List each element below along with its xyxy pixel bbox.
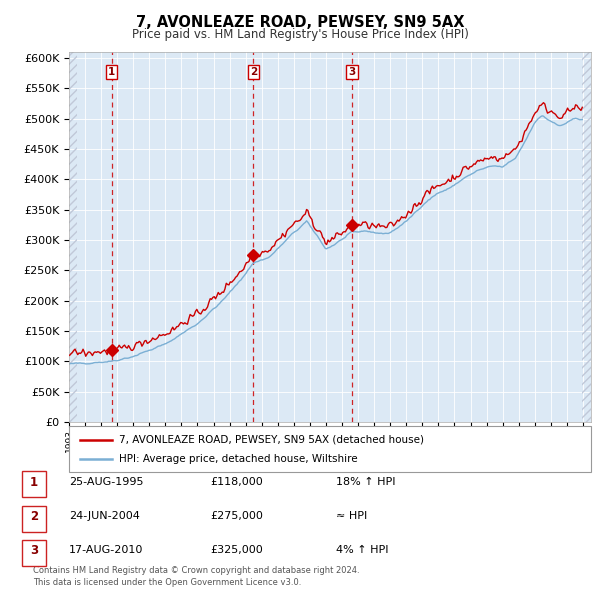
Text: 17-AUG-2010: 17-AUG-2010 <box>69 546 143 555</box>
Text: 24-JUN-2004: 24-JUN-2004 <box>69 512 140 521</box>
Text: 3: 3 <box>349 67 356 77</box>
Text: £275,000: £275,000 <box>210 512 263 521</box>
Bar <box>581 52 592 422</box>
Text: 1: 1 <box>108 67 115 77</box>
Text: HPI: Average price, detached house, Wiltshire: HPI: Average price, detached house, Wilt… <box>119 454 358 464</box>
Text: 25-AUG-1995: 25-AUG-1995 <box>69 477 143 487</box>
Bar <box>69 52 77 422</box>
Text: 7, AVONLEAZE ROAD, PEWSEY, SN9 5AX: 7, AVONLEAZE ROAD, PEWSEY, SN9 5AX <box>136 15 464 30</box>
Text: 2: 2 <box>30 510 38 523</box>
Text: 2: 2 <box>250 67 257 77</box>
Text: 4% ↑ HPI: 4% ↑ HPI <box>336 546 389 555</box>
Text: 18% ↑ HPI: 18% ↑ HPI <box>336 477 395 487</box>
Text: £118,000: £118,000 <box>210 477 263 487</box>
Text: ≈ HPI: ≈ HPI <box>336 512 367 521</box>
Text: 1: 1 <box>30 476 38 489</box>
Text: 7, AVONLEAZE ROAD, PEWSEY, SN9 5AX (detached house): 7, AVONLEAZE ROAD, PEWSEY, SN9 5AX (deta… <box>119 435 424 445</box>
Text: 3: 3 <box>30 544 38 557</box>
Text: Price paid vs. HM Land Registry's House Price Index (HPI): Price paid vs. HM Land Registry's House … <box>131 28 469 41</box>
Text: Contains HM Land Registry data © Crown copyright and database right 2024.
This d: Contains HM Land Registry data © Crown c… <box>33 566 359 587</box>
Text: £325,000: £325,000 <box>210 546 263 555</box>
